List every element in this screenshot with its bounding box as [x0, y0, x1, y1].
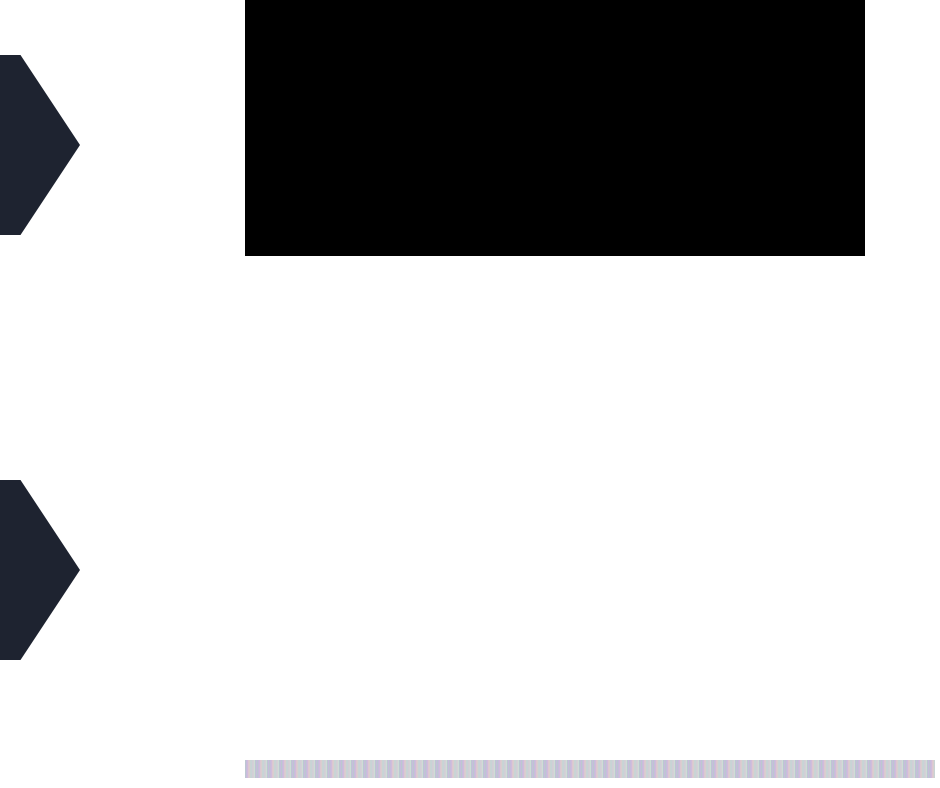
figure1-label-block	[0, 55, 200, 235]
pentagon-shape-2	[0, 480, 80, 660]
decorative-noise-bar	[245, 760, 935, 778]
chart1-line-plot	[245, 0, 865, 256]
chart2-heatmap	[245, 355, 935, 745]
chart2-svg	[245, 355, 935, 745]
figure2-label-block	[0, 480, 200, 660]
chart1-svg	[245, 0, 865, 256]
pentagon-shape-1	[0, 55, 80, 235]
